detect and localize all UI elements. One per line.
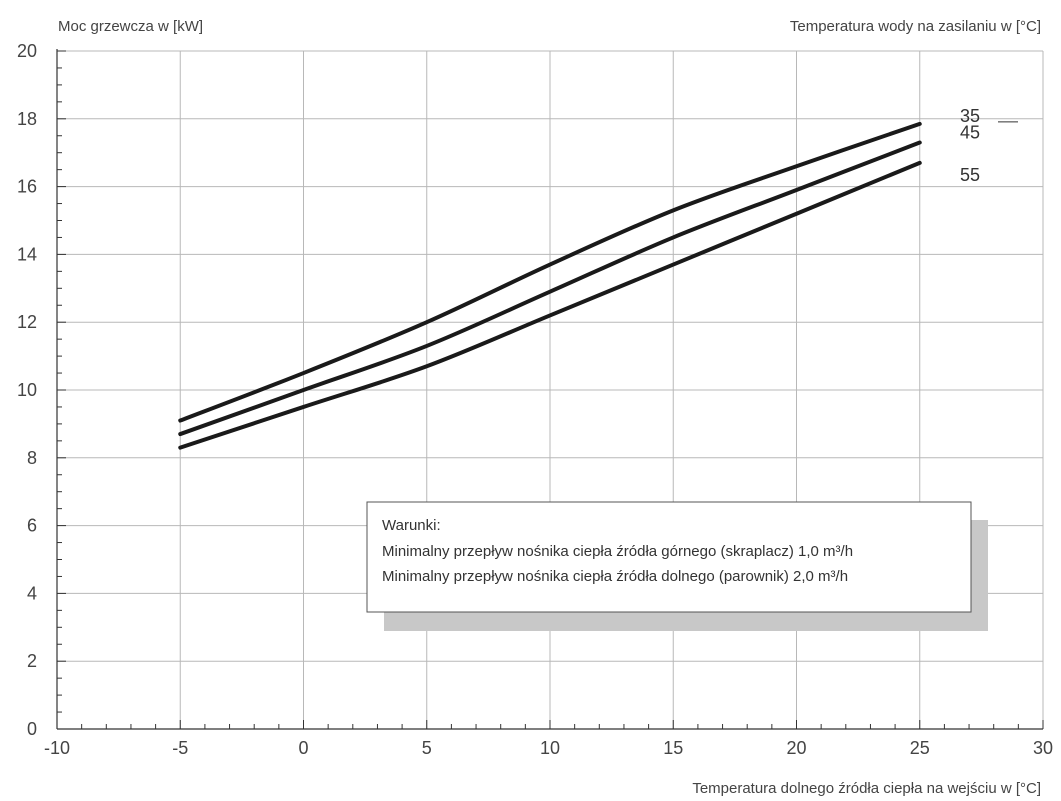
y-axis-title: Moc grzewcza w [kW] bbox=[58, 18, 203, 35]
x-tick-label: 5 bbox=[422, 738, 432, 758]
x-axis-title: Temperatura dolnego źródła ciepła na wej… bbox=[692, 780, 1041, 797]
y-tick-label: 16 bbox=[17, 177, 37, 197]
x-tick-label: -5 bbox=[172, 738, 188, 758]
series-line-55 bbox=[178, 160, 922, 450]
series-label-35: 35 bbox=[960, 106, 980, 126]
series-line-45 bbox=[178, 140, 922, 437]
x-tick-label: 15 bbox=[663, 738, 683, 758]
tick-labels: -10 -5 0 5 10 15 20 25 30 0 2 4 6 8 10 12 14 16 18 20 bbox=[17, 41, 1053, 758]
conditions-note: Warunki: Minimalny przepływ nośnika ciep… bbox=[366, 501, 988, 631]
grid bbox=[57, 50, 1044, 729]
legend-title: Temperatura wody na zasilaniu w [°C] bbox=[790, 18, 1041, 35]
note-line-1: Minimalny przepływ nośnika ciepła źródła… bbox=[382, 543, 853, 560]
x-tick-label: 20 bbox=[786, 738, 806, 758]
series-label-45: 45 bbox=[960, 123, 980, 143]
x-tick-label: 0 bbox=[298, 738, 308, 758]
y-tick-label: 18 bbox=[17, 109, 37, 129]
y-tick-label: 2 bbox=[27, 651, 37, 671]
x-tick-label: 30 bbox=[1033, 738, 1053, 758]
series-line-35 bbox=[178, 121, 922, 423]
note-box bbox=[366, 501, 972, 613]
y-tick-label: 10 bbox=[17, 380, 37, 400]
y-tick-label: 14 bbox=[17, 244, 37, 264]
x-tick-label: -10 bbox=[44, 738, 70, 758]
note-title: Warunki: bbox=[382, 517, 441, 534]
y-tick-label: 6 bbox=[27, 516, 37, 536]
y-tick-label: 8 bbox=[27, 448, 37, 468]
y-tick-label: 12 bbox=[17, 312, 37, 332]
axes bbox=[56, 49, 1044, 730]
series-label-55: 55 bbox=[960, 165, 980, 185]
y-tick-label: 0 bbox=[27, 719, 37, 739]
y-tick-label: 20 bbox=[17, 41, 37, 61]
y-tick-label: 4 bbox=[27, 583, 37, 603]
x-tick-label: 10 bbox=[540, 738, 560, 758]
note-line-2: Minimalny przepływ nośnika ciepła źródła… bbox=[382, 568, 848, 585]
x-tick-label: 25 bbox=[910, 738, 930, 758]
